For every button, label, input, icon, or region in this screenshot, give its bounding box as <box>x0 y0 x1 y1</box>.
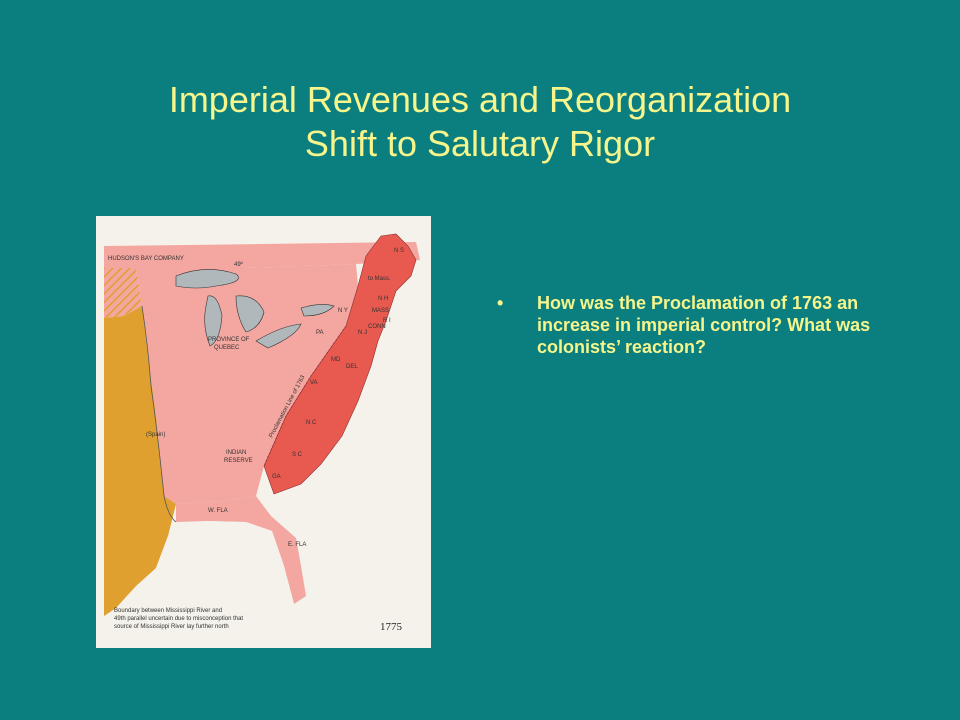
mississippi-river <box>141 305 177 523</box>
thirteen-colonies <box>263 233 417 495</box>
colonial-map-1775: HUDSON'S BAY COMPANY 49º PROVINCE OF QUE… <box>96 216 431 648</box>
map-svg: HUDSON'S BAY COMPANY 49º PROVINCE OF QUE… <box>96 216 431 648</box>
lake-ontario <box>300 304 335 317</box>
label-nj: N J <box>358 330 367 336</box>
bullet-item: • How was the Proclamation of 1763 an in… <box>497 292 907 358</box>
gulf-of-mexico <box>156 521 294 616</box>
bullet-list: • How was the Proclamation of 1763 an in… <box>497 292 907 358</box>
proclamation-line <box>263 325 347 467</box>
lake-huron <box>235 295 265 333</box>
british-interior-territory <box>136 264 358 504</box>
label-mass: MASS <box>372 308 389 314</box>
label-ns: N S <box>394 248 404 254</box>
label-49th-parallel: 49º <box>234 261 244 268</box>
label-w-fla: W. FLA <box>208 508 228 514</box>
label-nh: N H <box>378 296 388 302</box>
label-ny: N Y <box>338 308 348 314</box>
label-ri: R I <box>383 318 391 324</box>
lake-michigan <box>204 295 223 347</box>
label-e-fla: E. FLA <box>288 542 306 548</box>
label-sc: S C <box>292 452 303 458</box>
label-del: DEL <box>346 364 358 370</box>
spanish-territory <box>104 306 176 616</box>
title-line-1: Imperial Revenues and Reorganization <box>168 79 792 120</box>
label-va: VA <box>310 380 318 386</box>
slide-title: Imperial Revenues and Reorganization Shi… <box>0 78 960 166</box>
label-spain: (Spain) <box>146 432 165 438</box>
label-conn: CONN <box>368 324 386 330</box>
map-note-line-2: 49th parallel uncertain due to misconcep… <box>114 616 243 622</box>
map-note-line-3: source of Mississippi River lay further … <box>114 624 229 630</box>
bullet-text: How was the Proclamation of 1763 an incr… <box>537 293 871 357</box>
label-indian-reserve-2: RESERVE <box>224 458 253 464</box>
map-year: 1775 <box>380 621 403 633</box>
label-ga: GA <box>272 474 281 480</box>
label-indian-reserve-1: INDIAN <box>226 450 246 456</box>
label-hudson-bay: HUDSON'S BAY COMPANY <box>108 256 184 262</box>
bullet-marker: • <box>497 293 504 313</box>
label-md: MD <box>331 357 341 363</box>
hudson-bay-territory <box>104 242 420 268</box>
lake-erie <box>255 323 302 349</box>
title-line-2: Shift to Salutary Rigor <box>304 123 656 164</box>
uncertain-boundary-area <box>104 268 142 318</box>
label-province-quebec-1: PROVINCE OF <box>208 337 250 343</box>
florida-territory <box>176 496 306 604</box>
lake-superior <box>175 269 239 289</box>
label-pa: PA <box>316 330 324 336</box>
label-nc: N C <box>306 420 317 426</box>
map-note-line-1: Boundary between Mississippi River and <box>114 608 222 614</box>
label-mass-district: to Mass. <box>368 276 391 282</box>
label-province-quebec-2: QUEBEC <box>214 345 240 351</box>
